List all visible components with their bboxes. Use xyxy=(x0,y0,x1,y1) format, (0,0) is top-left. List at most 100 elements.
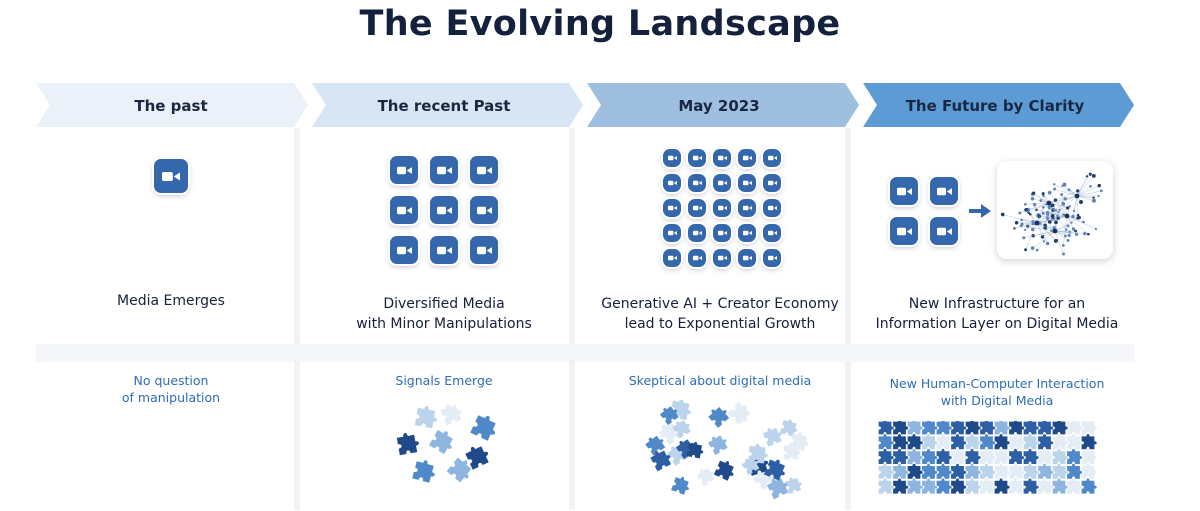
puzzle-piece-icon xyxy=(936,478,952,494)
puzzle-piece-icon xyxy=(696,468,715,487)
network-node xyxy=(1024,208,1028,212)
network-node xyxy=(1099,189,1103,193)
puzzle-piece-icon xyxy=(1052,463,1068,479)
video-camera-icon xyxy=(738,149,756,167)
puzzle-piece-icon xyxy=(1067,434,1083,450)
subtext-line: with Digital Media xyxy=(940,393,1054,408)
network-node xyxy=(1071,227,1076,231)
network-node xyxy=(1030,246,1035,250)
network-node xyxy=(1091,198,1096,203)
network-node xyxy=(1067,233,1071,238)
video-camera-icon xyxy=(430,156,458,184)
puzzle-piece-icon xyxy=(936,434,952,450)
network-node xyxy=(1054,220,1058,225)
puzzle-piece-icon xyxy=(465,446,489,470)
video-camera-icon xyxy=(688,149,706,167)
network-hub xyxy=(1052,228,1058,234)
network-node xyxy=(1039,199,1043,202)
video-camera-icon xyxy=(763,224,781,242)
puzzle-piece-icon xyxy=(1009,434,1025,450)
puzzle-piece-icon xyxy=(1067,478,1083,494)
puzzle-piece-icon xyxy=(1009,463,1025,479)
puzzle-piece-icon xyxy=(785,477,802,494)
description-line: Diversified Media xyxy=(383,296,505,312)
puzzle-piece-icon xyxy=(1081,463,1097,479)
video-camera-icon xyxy=(470,196,498,224)
stage-subtext-future: New Human-Computer Interaction with Digi… xyxy=(861,375,1133,409)
puzzle-piece-icon xyxy=(951,478,967,494)
network-graph-card xyxy=(997,161,1113,259)
video-camera-icon xyxy=(688,174,706,192)
puzzle-piece-icon xyxy=(672,420,691,439)
network-node xyxy=(1097,194,1100,198)
video-camera-icon xyxy=(430,196,458,224)
puzzle-piece-icon xyxy=(446,457,472,483)
video-camera-icon xyxy=(738,224,756,242)
network-hub xyxy=(1064,213,1070,219)
stage-description-past: Media Emerges xyxy=(36,291,306,311)
puzzle-piece-icon xyxy=(1067,448,1083,464)
video-camera-icon xyxy=(663,199,681,217)
puzzle-piece-icon xyxy=(893,448,909,464)
puzzle-piece-icon xyxy=(994,448,1010,464)
puzzle-piece-icon xyxy=(951,434,967,450)
network-node xyxy=(1047,219,1052,224)
video-camera-icon xyxy=(390,156,418,184)
network-node xyxy=(1050,203,1055,208)
network-node xyxy=(1060,193,1064,196)
network-node xyxy=(1047,205,1052,210)
puzzle-piece-icon xyxy=(763,459,785,481)
puzzle-piece-icon xyxy=(414,406,437,429)
puzzle-piece-icon xyxy=(1081,421,1097,435)
network-node xyxy=(1053,187,1057,191)
puzzle-piece-icon xyxy=(907,434,923,450)
network-node xyxy=(1066,224,1070,228)
puzzle-piece-icon xyxy=(994,434,1010,450)
puzzle-piece-icon xyxy=(1023,463,1039,479)
network-node xyxy=(1030,196,1035,201)
puzzle-piece-icon xyxy=(907,421,923,435)
puzzle-piece-icon xyxy=(878,434,894,450)
puzzle-piece-icon xyxy=(1038,448,1054,464)
video-camera-icon xyxy=(663,224,681,242)
puzzle-piece-icon xyxy=(994,421,1010,435)
puzzle-piece-icon xyxy=(878,448,894,464)
network-node xyxy=(1047,190,1052,195)
video-camera-icon xyxy=(713,224,731,242)
network-node xyxy=(1089,184,1092,188)
network-node xyxy=(1000,212,1005,217)
network-node xyxy=(1087,232,1090,236)
network-node xyxy=(1065,206,1070,210)
video-camera-icon xyxy=(930,217,958,245)
puzzle-piece-icon xyxy=(412,460,435,483)
network-node xyxy=(1042,240,1046,243)
network-node xyxy=(1045,216,1050,221)
network-node xyxy=(1074,232,1079,236)
video-camera-icon xyxy=(890,177,918,205)
network-node xyxy=(1022,236,1026,240)
stage-label-past: The past xyxy=(134,97,208,115)
network-node xyxy=(1061,201,1066,206)
description-line: lead to Exponential Growth xyxy=(624,316,816,332)
network-node xyxy=(1076,216,1080,220)
puzzle-piece-icon xyxy=(893,434,909,450)
puzzle-piece-icon xyxy=(994,478,1010,494)
puzzle-piece-icon xyxy=(645,435,666,456)
puzzle-piece-icon xyxy=(922,434,938,450)
network-node xyxy=(1020,218,1023,222)
puzzle-piece-icon xyxy=(1009,448,1025,464)
puzzle-piece-icon xyxy=(980,478,996,494)
puzzle-piece-icon xyxy=(470,415,496,441)
network-node xyxy=(1014,221,1019,225)
network-node xyxy=(1076,189,1080,193)
puzzle-piece-icon xyxy=(965,463,981,479)
puzzle-piece-icon xyxy=(428,429,454,455)
chevron-future xyxy=(863,83,1134,127)
video-camera-icon xyxy=(738,249,756,267)
puzzle-piece-icon xyxy=(1067,463,1083,479)
puzzle-piece-icon xyxy=(1023,434,1039,450)
scattered-puzzle-pieces xyxy=(645,400,809,500)
stage-label-future: The Future by Clarity xyxy=(905,97,1085,115)
network-node xyxy=(1024,248,1028,252)
video-camera-icon xyxy=(763,149,781,167)
